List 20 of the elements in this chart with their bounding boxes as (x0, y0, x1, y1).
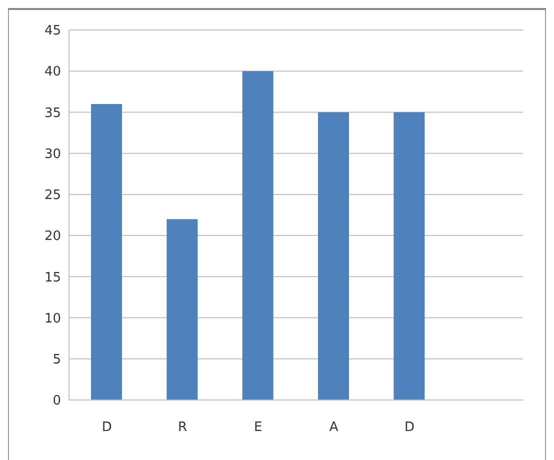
y-tick-label: 35 (44, 106, 61, 121)
bar (318, 112, 349, 400)
bar (166, 219, 198, 400)
y-tick-label: 45 (44, 24, 61, 39)
y-tick-label: 0 (52, 394, 61, 409)
bar (394, 112, 425, 400)
x-tick-label: A (329, 420, 338, 436)
x-tick-label: D (102, 420, 112, 436)
y-tick-label: 25 (44, 188, 61, 204)
y-tick-label: 5 (52, 352, 61, 368)
x-tick-label: E (254, 420, 262, 436)
x-tick-label: R (178, 420, 188, 436)
bar (242, 71, 274, 400)
y-tick-label: 40 (44, 64, 61, 80)
y-tick-label: 15 (44, 270, 61, 286)
bar (91, 104, 122, 400)
y-tick-label: 30 (44, 146, 61, 162)
y-tick-label: 10 (44, 311, 61, 326)
x-tick-label: D (404, 420, 415, 436)
y-tick-label: 20 (44, 229, 61, 244)
